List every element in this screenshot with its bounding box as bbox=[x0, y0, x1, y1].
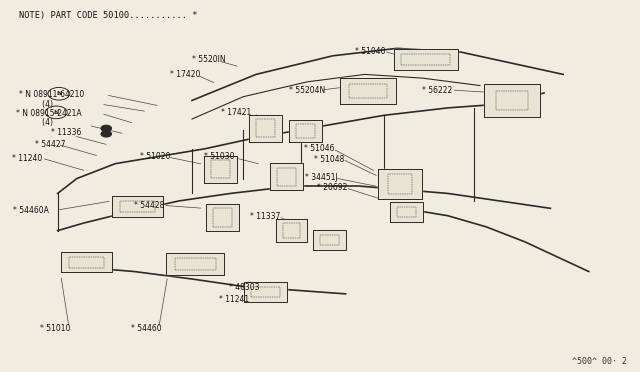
Text: * 48303: * 48303 bbox=[229, 283, 260, 292]
Circle shape bbox=[101, 131, 111, 137]
Text: * 20692: * 20692 bbox=[317, 183, 347, 192]
Polygon shape bbox=[484, 84, 540, 117]
Text: * 5520IN: * 5520IN bbox=[192, 55, 226, 64]
Text: * 56222: * 56222 bbox=[422, 86, 452, 94]
Text: * 51030: * 51030 bbox=[204, 153, 234, 161]
Polygon shape bbox=[378, 169, 422, 199]
Text: * 11337: * 11337 bbox=[250, 212, 280, 221]
Polygon shape bbox=[204, 156, 237, 183]
Polygon shape bbox=[289, 120, 322, 142]
Text: ^500^ 00· 2: ^500^ 00· 2 bbox=[572, 357, 627, 366]
Text: * N 08915-2421A: * N 08915-2421A bbox=[16, 109, 82, 118]
Polygon shape bbox=[340, 78, 396, 104]
Polygon shape bbox=[249, 115, 282, 142]
Polygon shape bbox=[166, 253, 224, 275]
Polygon shape bbox=[313, 230, 346, 250]
Text: * 51010: * 51010 bbox=[40, 324, 70, 333]
Polygon shape bbox=[206, 204, 239, 231]
Text: * N 08911-64210: * N 08911-64210 bbox=[19, 90, 84, 99]
Text: * 54427: * 54427 bbox=[35, 140, 66, 149]
Text: N: N bbox=[54, 110, 59, 115]
Polygon shape bbox=[276, 219, 307, 242]
Text: * 11241: * 11241 bbox=[219, 295, 249, 304]
Text: * 54460A: * 54460A bbox=[13, 206, 49, 215]
Text: * 51048: * 51048 bbox=[314, 155, 344, 164]
Text: * 55204N: * 55204N bbox=[289, 86, 326, 94]
Text: * 54428: * 54428 bbox=[134, 201, 164, 210]
Text: * 34451J: * 34451J bbox=[305, 173, 337, 182]
Circle shape bbox=[101, 125, 111, 131]
Polygon shape bbox=[61, 252, 112, 272]
Text: * 51040: * 51040 bbox=[355, 47, 386, 56]
Text: NOTE) PART CODE 50100........... *: NOTE) PART CODE 50100........... * bbox=[19, 11, 198, 20]
Text: * 17421: * 17421 bbox=[221, 108, 251, 117]
Polygon shape bbox=[112, 196, 163, 217]
Text: * 54460: * 54460 bbox=[131, 324, 162, 333]
Text: * 51046: * 51046 bbox=[304, 144, 335, 153]
Polygon shape bbox=[394, 49, 458, 70]
Text: (4): (4) bbox=[35, 118, 53, 127]
Text: * 51020: * 51020 bbox=[140, 153, 170, 161]
Text: * 11336: * 11336 bbox=[51, 128, 81, 137]
Text: (4): (4) bbox=[35, 100, 53, 109]
Text: N: N bbox=[56, 91, 61, 96]
Text: * 17420: * 17420 bbox=[170, 70, 200, 79]
Polygon shape bbox=[244, 282, 287, 302]
Polygon shape bbox=[270, 163, 303, 190]
Text: * 11240: * 11240 bbox=[12, 154, 42, 163]
Polygon shape bbox=[390, 202, 423, 222]
